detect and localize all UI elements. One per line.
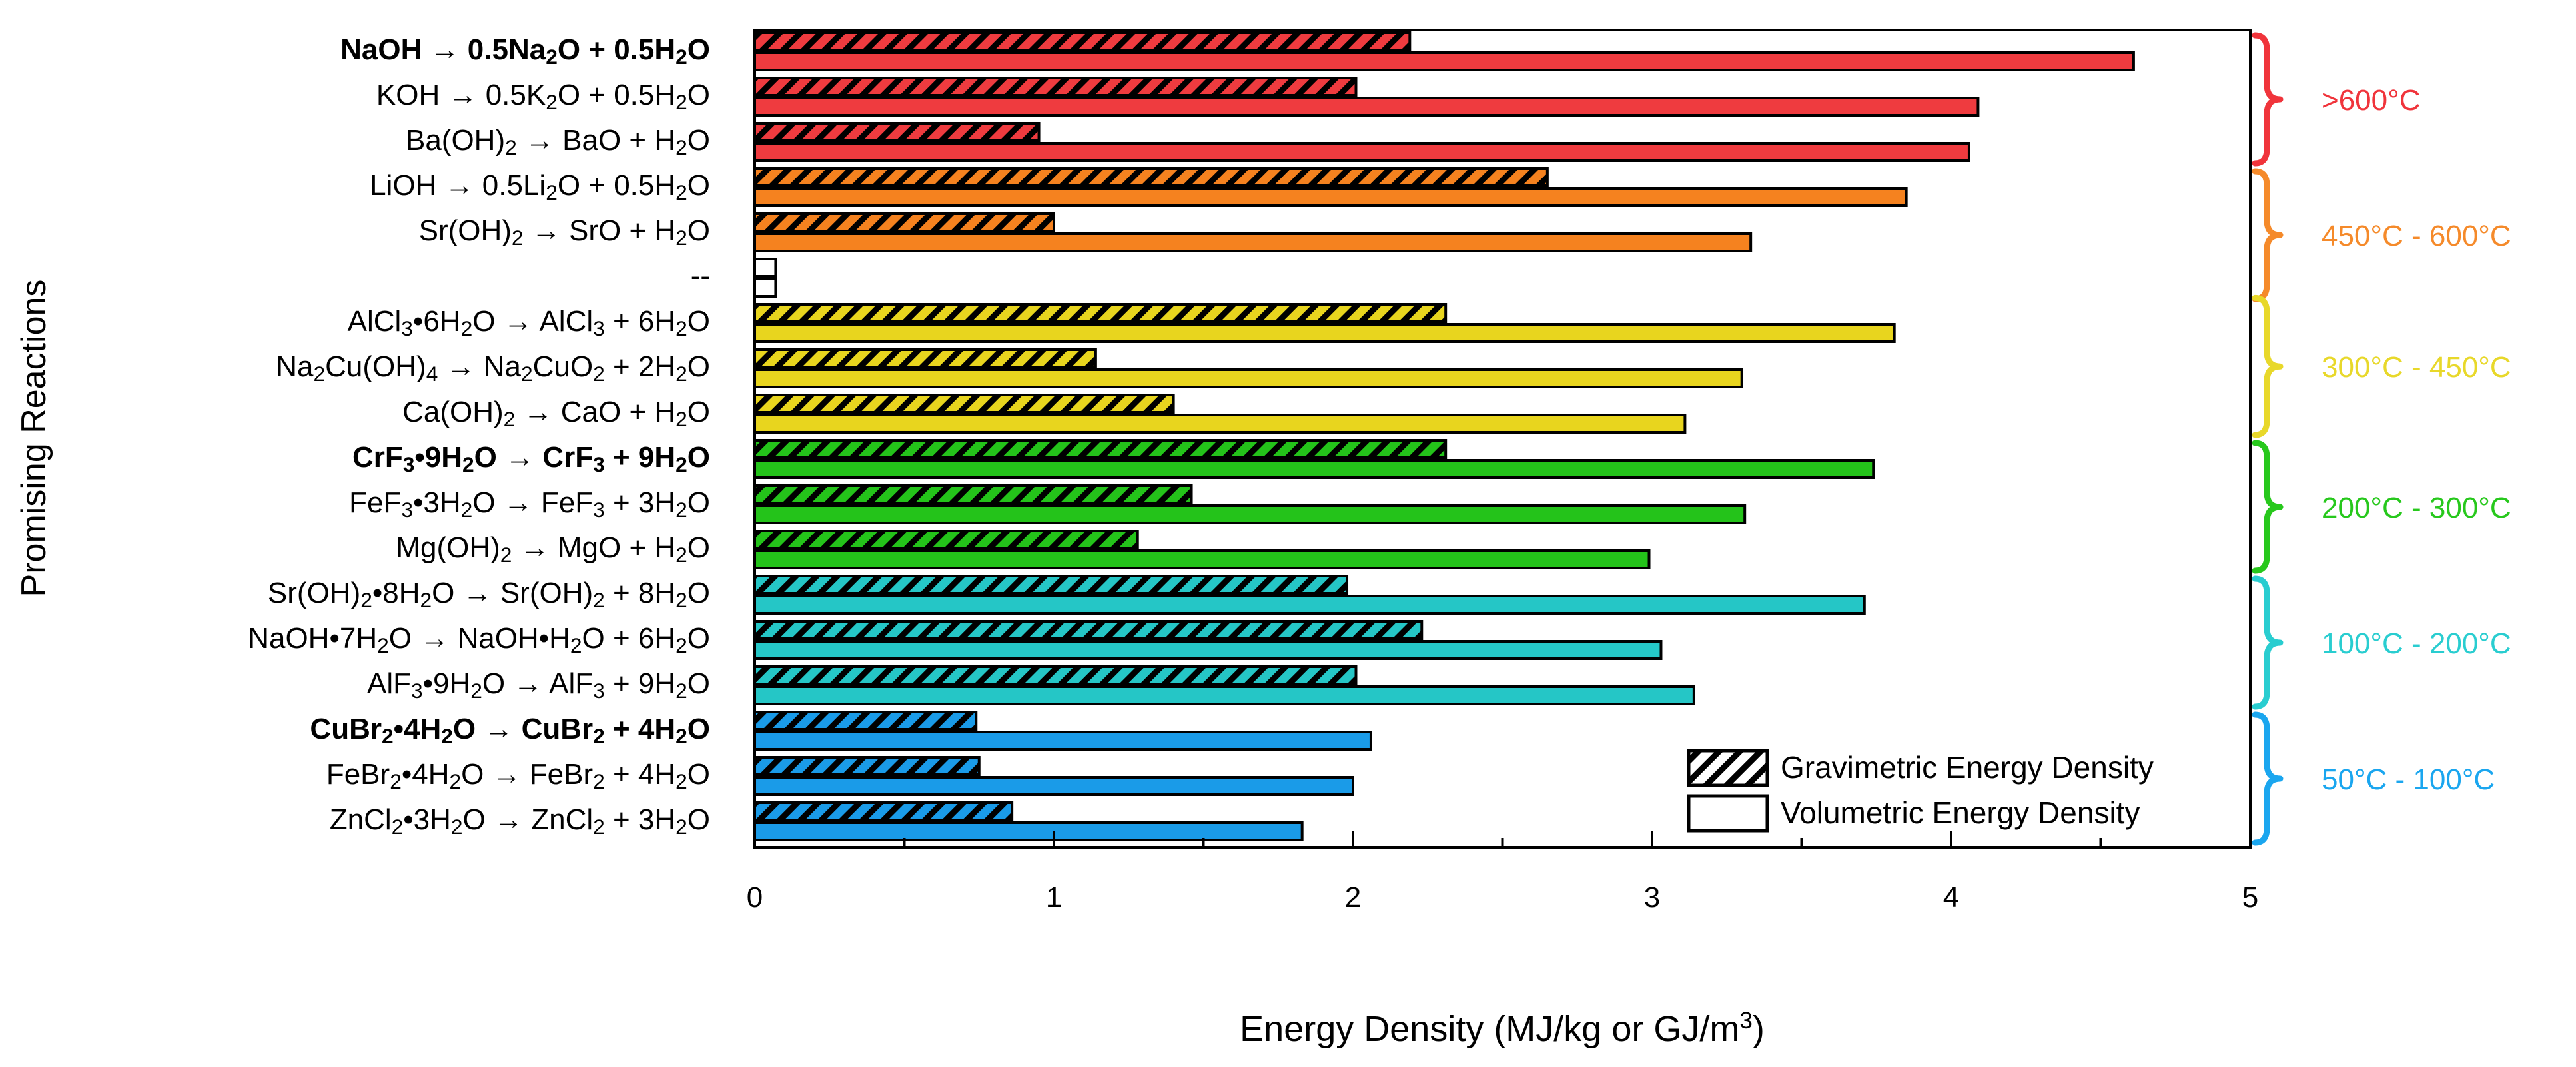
temperature-range-label: 200°C - 300°C	[2322, 492, 2511, 524]
bar-gravimetric	[753, 530, 1139, 549]
bar-gravimetric	[753, 122, 1041, 142]
temperature-range-label: 50°C - 100°C	[2322, 763, 2495, 796]
temperature-range-label: 450°C - 600°C	[2322, 220, 2511, 252]
reaction-label: --	[691, 260, 710, 292]
reaction-label: Sr(OH)2 → SrO + H2O	[419, 214, 710, 250]
bar-volumetric	[753, 97, 1980, 117]
bar-gravimetric	[753, 801, 1014, 821]
legend-gravimetric-label: Gravimetric Energy Density	[1781, 750, 2154, 785]
reaction-label: KOH → 0.5K2O + 0.5H2O	[376, 79, 710, 114]
bar-gravimetric	[753, 348, 1097, 368]
bar-volumetric	[753, 504, 1747, 524]
temperature-range-label: >600°C	[2322, 84, 2420, 117]
temperature-brace	[2252, 294, 2284, 438]
bar-volumetric	[753, 51, 2135, 71]
bar-gravimetric	[753, 31, 1412, 51]
bar-gravimetric	[753, 620, 1424, 640]
temperature-brace	[2252, 575, 2284, 710]
reaction-label: FeBr2•4H2O → FeBr2 + 4H2O	[326, 758, 710, 793]
bar-gravimetric	[753, 303, 1448, 323]
temperature-brace	[2252, 32, 2284, 167]
reaction-label: Sr(OH)2•8H2O → Sr(OH)2 + 8H2O	[268, 577, 710, 612]
bar-gravimetric	[753, 77, 1358, 97]
bar-volumetric-spacer	[753, 278, 777, 298]
x-tick-label: 0	[747, 881, 763, 914]
temperature-brackets: >600°C 450°C - 600°C 300°C - 450°C 200°C - …	[2252, 32, 2511, 846]
bar-gravimetric	[753, 575, 1349, 595]
bar-gravimetric	[753, 439, 1448, 459]
bar-volumetric	[753, 685, 1695, 705]
reaction-label: Ca(OH)2 → CaO + H2O	[402, 396, 710, 431]
bar-volumetric	[753, 821, 1304, 841]
bar-gravimetric	[753, 167, 1549, 187]
reaction-label: ZnCl2•3H2O → ZnCl2 + 3H2O	[330, 803, 710, 839]
x-axis: 0 1 2 3 4 5	[747, 831, 2258, 914]
legend-gravimetric-swatch-hatch	[1687, 749, 1769, 787]
bar-volumetric	[753, 323, 1896, 343]
bar-gravimetric	[753, 665, 1358, 685]
reaction-label: FeF3•3H2O → FeF3 + 3H2O	[349, 486, 710, 522]
x-tick-label: 2	[1345, 881, 1361, 914]
bar-volumetric	[753, 187, 1908, 207]
bar-gravimetric	[753, 484, 1193, 504]
legend-volumetric-swatch	[1687, 794, 1769, 833]
reaction-label: CrF3•9H2O → CrF3 + 9H2O	[352, 441, 710, 476]
bar-volumetric	[753, 414, 1687, 434]
bar-volumetric	[753, 232, 1753, 252]
bar-volumetric	[753, 549, 1651, 569]
reaction-label: NaOH → 0.5Na2O + 0.5H2O	[340, 33, 710, 69]
bar-volumetric	[753, 776, 1354, 796]
x-tick-label: 4	[1943, 881, 1959, 914]
bar-gravimetric-spacer	[753, 258, 777, 278]
bar-volumetric	[753, 731, 1372, 751]
reaction-label: AlF3•9H2O → AlF3 + 9H2O	[367, 667, 710, 703]
x-tick-label: 3	[1644, 881, 1660, 914]
x-tick-label: 1	[1046, 881, 1062, 914]
y-axis-labels: NaOH → 0.5Na2O + 0.5H2O KOH → 0.5K2O + 0.…	[248, 33, 710, 839]
temperature-range-label: 100°C - 200°C	[2322, 627, 2511, 660]
x-tick-label: 5	[2242, 881, 2258, 914]
reaction-label: AlCl3•6H2O → AlCl3 + 6H2O	[348, 305, 710, 340]
reaction-label: LiOH → 0.5Li2O + 0.5H2O	[370, 169, 710, 204]
legend-volumetric-label: Volumetric Energy Density	[1781, 795, 2140, 830]
reaction-label: Ba(OH)2 → BaO + H2O	[406, 124, 710, 159]
x-axis-title: Energy Density (MJ/kg or GJ/m3)	[1240, 1008, 1765, 1050]
temperature-brace	[2252, 440, 2284, 574]
y-axis-title: Promising Reactions	[15, 280, 53, 597]
bar-volumetric	[753, 640, 1663, 660]
bar-gravimetric	[753, 212, 1055, 232]
bars-layer	[753, 31, 2135, 841]
bar-volumetric	[753, 459, 1875, 479]
bar-volumetric	[753, 595, 1866, 615]
reaction-label: Na2Cu(OH)4 → Na2CuO2 + 2H2O	[276, 350, 710, 386]
bar-gravimetric	[753, 711, 978, 731]
reaction-label: Mg(OH)2 → MgO + H2O	[396, 532, 710, 567]
temperature-brace	[2252, 711, 2284, 846]
reaction-label: CuBr2•4H2O → CuBr2 + 4H2O	[310, 713, 710, 748]
bar-volumetric	[753, 368, 1743, 388]
bar-gravimetric	[753, 756, 981, 776]
temperature-range-label: 300°C - 450°C	[2322, 351, 2511, 384]
temperature-brace	[2252, 168, 2284, 302]
legend: Gravimetric Energy Density Volumetric En…	[1687, 749, 2154, 833]
reaction-label: NaOH•7H2O → NaOH•H2O + 6H2O	[248, 622, 710, 657]
bar-volumetric	[753, 142, 1970, 162]
bar-gravimetric	[753, 394, 1175, 414]
